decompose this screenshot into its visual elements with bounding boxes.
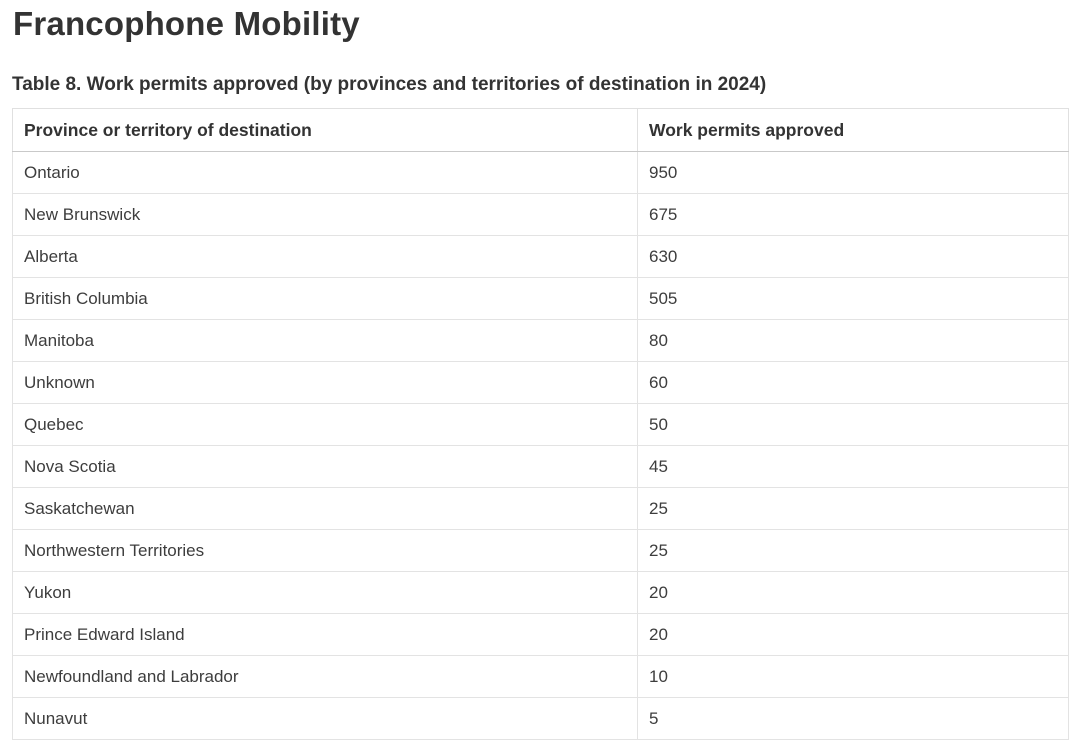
table-header: Province or territory of destination Wor… [12, 108, 1069, 152]
permits-cell: 675 [637, 193, 1069, 236]
permits-cell: 25 [637, 529, 1069, 572]
table-row: Unknown 60 [12, 361, 1069, 404]
table-row: Northwestern Territories 25 [12, 529, 1069, 572]
permits-cell: 950 [637, 151, 1069, 194]
province-cell: Alberta [12, 235, 638, 278]
permits-cell: 50 [637, 403, 1069, 446]
permits-cell: 5 [637, 697, 1069, 740]
table-row: Newfoundland and Labrador 10 [12, 655, 1069, 698]
province-cell: Ontario [12, 151, 638, 194]
province-cell: Saskatchewan [12, 487, 638, 530]
table-row: Yukon 20 [12, 571, 1069, 614]
column-header-permits: Work permits approved [637, 108, 1069, 152]
province-cell: New Brunswick [12, 193, 638, 236]
table-row: Nunavut 5 [12, 697, 1069, 740]
province-cell: Northwestern Territories [12, 529, 638, 572]
permits-cell: 20 [637, 613, 1069, 656]
province-cell: Yukon [12, 571, 638, 614]
table-row: New Brunswick 675 [12, 193, 1069, 236]
province-cell: Prince Edward Island [12, 613, 638, 656]
table-row: Prince Edward Island 20 [12, 613, 1069, 656]
province-cell: Manitoba [12, 319, 638, 362]
table-row: Nova Scotia 45 [12, 445, 1069, 488]
permits-cell: 60 [637, 361, 1069, 404]
table-caption: Table 8. Work permits approved (by provi… [12, 74, 767, 95]
table-row: British Columbia 505 [12, 277, 1069, 320]
province-cell: Nova Scotia [12, 445, 638, 488]
permits-cell: 25 [637, 487, 1069, 530]
permits-cell: 20 [637, 571, 1069, 614]
page-title: Francophone Mobility [13, 5, 360, 42]
permits-cell: 10 [637, 655, 1069, 698]
table-row: Ontario 950 [12, 151, 1069, 194]
province-cell: Quebec [12, 403, 638, 446]
table-row: Alberta 630 [12, 235, 1069, 278]
province-cell: British Columbia [12, 277, 638, 320]
permits-cell: 505 [637, 277, 1069, 320]
table-body: Ontario 950 New Brunswick 675 Alberta 63… [12, 151, 1069, 740]
province-cell: Nunavut [12, 697, 638, 740]
permits-cell: 45 [637, 445, 1069, 488]
table-row: Manitoba 80 [12, 319, 1069, 362]
province-cell: Newfoundland and Labrador [12, 655, 638, 698]
table-row: Quebec 50 [12, 403, 1069, 446]
column-header-province: Province or territory of destination [12, 108, 638, 152]
table-header-row: Province or territory of destination Wor… [12, 108, 1069, 152]
work-permits-table: Province or territory of destination Wor… [12, 108, 1069, 740]
province-cell: Unknown [12, 361, 638, 404]
permits-cell: 80 [637, 319, 1069, 362]
permits-cell: 630 [637, 235, 1069, 278]
table-row: Saskatchewan 25 [12, 487, 1069, 530]
